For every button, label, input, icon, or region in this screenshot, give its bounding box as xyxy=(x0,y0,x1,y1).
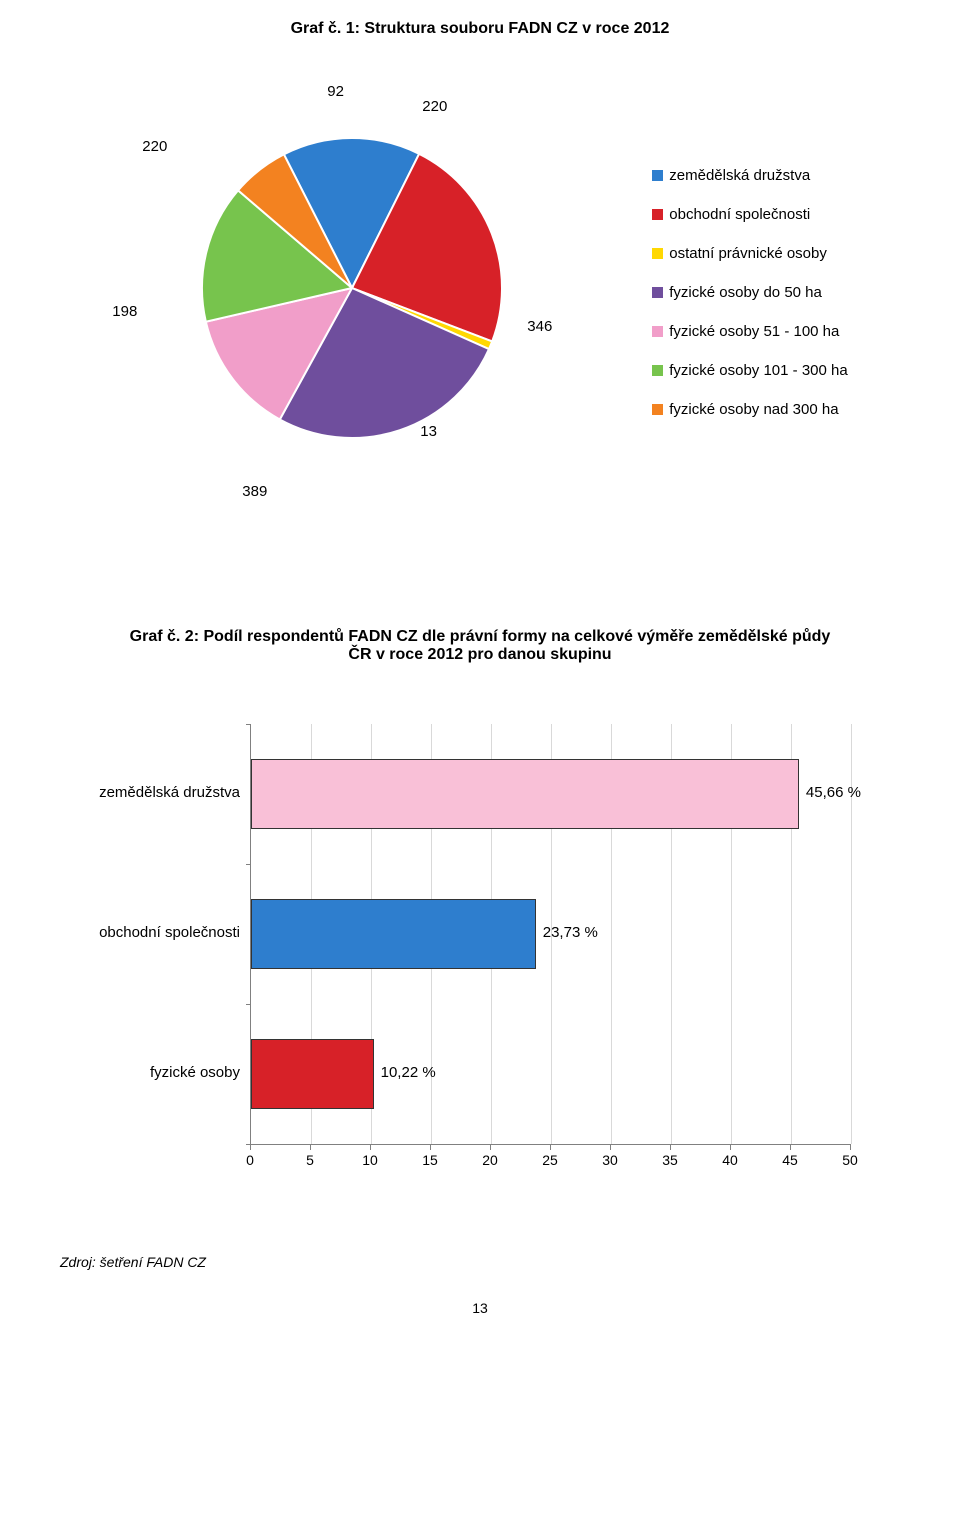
x-tick-label: 30 xyxy=(602,1152,618,1168)
bar-chart: 0 5 10 15 20 25 30 35 40 45 50 45,66 % zemědělská dr… xyxy=(80,724,880,1204)
bar-category-label: zemědělská družstva xyxy=(80,784,240,801)
bar-category-label: fyzické osoby xyxy=(80,1064,240,1081)
pie-callout: 13 xyxy=(420,423,437,440)
chart1-container: 2203461338919822092 zemědělská družstvao… xyxy=(60,68,900,488)
x-tick-label: 25 xyxy=(542,1152,558,1168)
bar-value-label: 45,66 % xyxy=(806,784,861,801)
page-number: 13 xyxy=(60,1300,900,1316)
y-tick-mark xyxy=(246,864,250,865)
legend-swatch xyxy=(652,209,663,220)
x-tick-mark xyxy=(310,1144,311,1150)
legend-label: zemědělská družstva xyxy=(669,167,810,184)
x-tick-label: 5 xyxy=(306,1152,314,1168)
x-tick-mark xyxy=(670,1144,671,1150)
legend-swatch xyxy=(652,404,663,415)
y-tick-mark xyxy=(246,724,250,725)
x-tick-label: 15 xyxy=(422,1152,438,1168)
x-tick-mark xyxy=(790,1144,791,1150)
legend-item: fyzické osoby do 50 ha xyxy=(652,284,847,301)
x-tick-label: 40 xyxy=(722,1152,738,1168)
legend-label: fyzické osoby nad 300 ha xyxy=(669,401,838,418)
legend-label: obchodní společnosti xyxy=(669,206,810,223)
chart1-legend: zemědělská družstva obchodní společnosti o… xyxy=(652,167,847,440)
x-tick-label: 50 xyxy=(842,1152,858,1168)
x-tick-label: 45 xyxy=(782,1152,798,1168)
legend-item: fyzické osoby 51 - 100 ha xyxy=(652,323,847,340)
x-tick-mark xyxy=(490,1144,491,1150)
x-tick-label: 0 xyxy=(246,1152,254,1168)
bar-value-label: 10,22 % xyxy=(381,1064,436,1081)
legend-label: ostatní právnické osoby xyxy=(669,245,827,262)
pie-callout: 220 xyxy=(142,138,167,155)
bar-value-label: 23,73 % xyxy=(543,924,598,941)
legend-item: fyzické osoby 101 - 300 ha xyxy=(652,362,847,379)
chart2-title: Graf č. 2: Podíl respondentů FADN CZ dle… xyxy=(120,628,840,664)
legend-item: fyzické osoby nad 300 ha xyxy=(652,401,847,418)
bar xyxy=(251,759,799,829)
x-tick-mark xyxy=(550,1144,551,1150)
legend-item: zemědělská družstva xyxy=(652,167,847,184)
pie-callout: 92 xyxy=(327,83,344,100)
x-tick-mark xyxy=(850,1144,851,1150)
legend-item: ostatní právnické osoby xyxy=(652,245,847,262)
source-text: Zdroj: šetření FADN CZ xyxy=(60,1254,900,1270)
x-tick-mark xyxy=(250,1144,251,1150)
legend-swatch xyxy=(652,326,663,337)
pie-callout: 389 xyxy=(242,483,267,500)
legend-item: obchodní společnosti xyxy=(652,206,847,223)
chart2-container: 0 5 10 15 20 25 30 35 40 45 50 45,66 % zemědělská dr… xyxy=(60,724,900,1204)
x-tick-mark xyxy=(430,1144,431,1150)
x-tick-mark xyxy=(730,1144,731,1150)
pie-callout: 220 xyxy=(422,98,447,115)
y-tick-mark xyxy=(246,1004,250,1005)
bar-category-label: obchodní společnosti xyxy=(80,924,240,941)
legend-label: fyzické osoby 51 - 100 ha xyxy=(669,323,839,340)
legend-swatch xyxy=(652,287,663,298)
pie-callout: 198 xyxy=(112,303,137,320)
y-tick-mark xyxy=(246,1144,250,1145)
pie-chart xyxy=(192,128,512,448)
pie-wrap: 2203461338919822092 xyxy=(112,68,612,488)
bar xyxy=(251,1039,374,1109)
x-tick-label: 35 xyxy=(662,1152,678,1168)
x-tick-label: 20 xyxy=(482,1152,498,1168)
legend-swatch xyxy=(652,170,663,181)
bar xyxy=(251,899,536,969)
x-tick-mark xyxy=(370,1144,371,1150)
chart1-title: Graf č. 1: Struktura souboru FADN CZ v r… xyxy=(60,20,900,38)
legend-label: fyzické osoby 101 - 300 ha xyxy=(669,362,847,379)
legend-label: fyzické osoby do 50 ha xyxy=(669,284,822,301)
x-tick-mark xyxy=(610,1144,611,1150)
legend-swatch xyxy=(652,248,663,259)
legend-swatch xyxy=(652,365,663,376)
x-tick-label: 10 xyxy=(362,1152,378,1168)
pie-callout: 346 xyxy=(527,318,552,335)
